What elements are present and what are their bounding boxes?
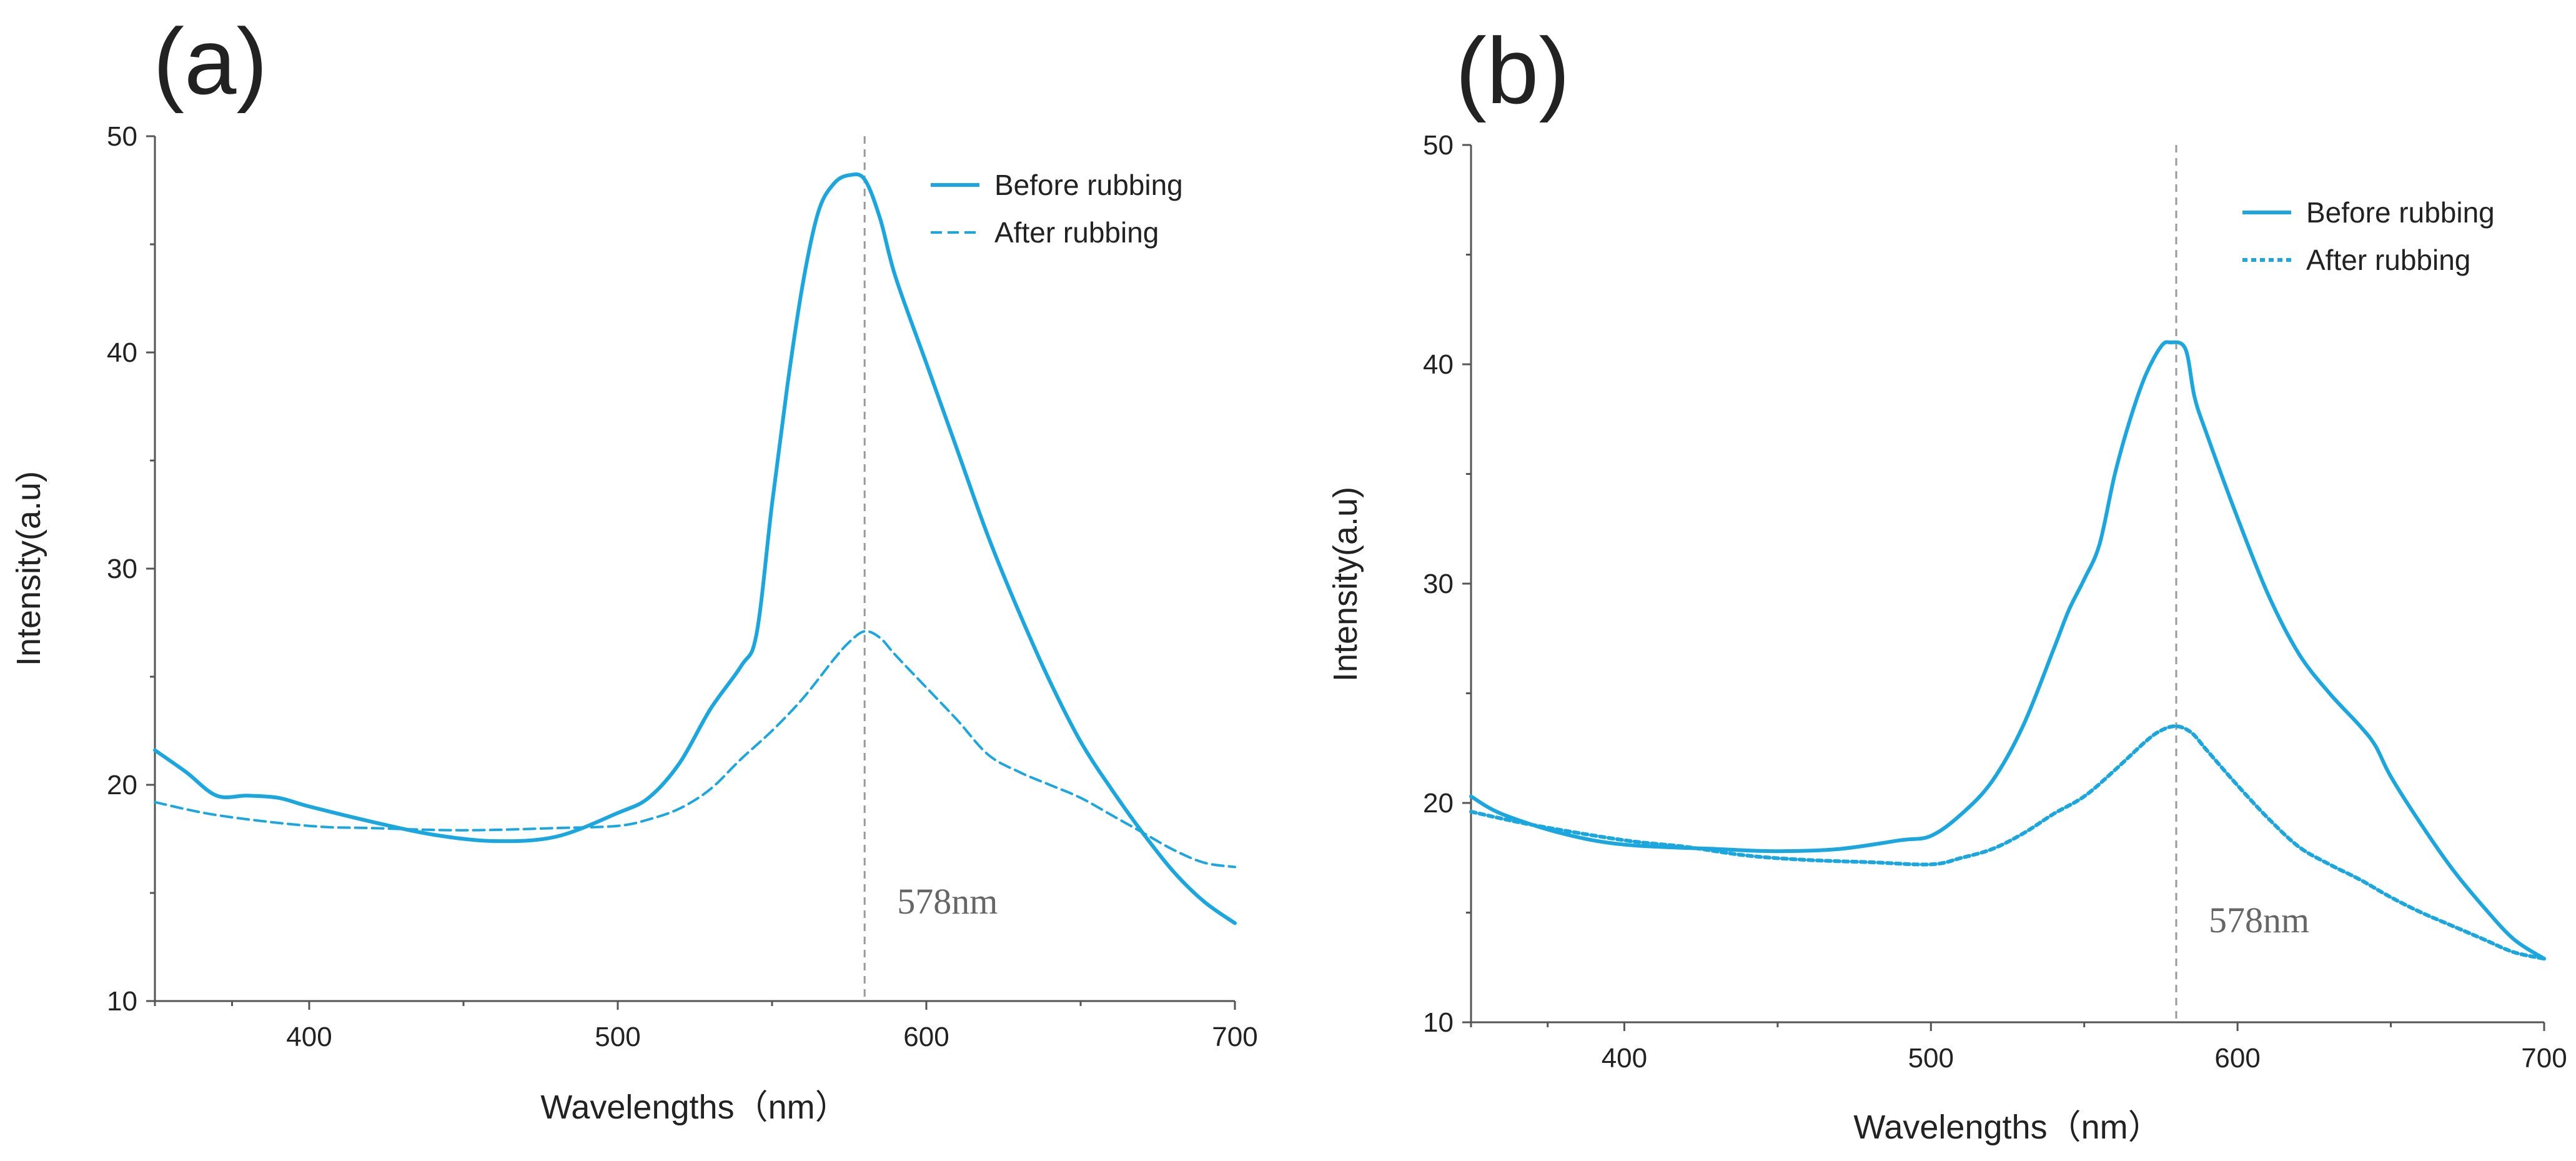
panel-b-label: (b) [1455,18,1570,123]
panel-a-legend: Before rubbing After rubbing [931,169,1183,249]
panel-a-label: (a) [153,9,267,114]
panel-a-x-tick-label: 400 [286,1022,332,1052]
panel-a-series-before-rubbing [153,172,1237,925]
panel-a-x-tick-label: 600 [903,1022,949,1052]
panel-a-y-axis-title: Intensity(a.u) [10,471,47,666]
panel-a-y-tick-label: 30 [107,554,137,584]
panel-b-x-tick-label: 700 [2521,1043,2567,1074]
panel-b-series-before-rubbing [1469,340,2546,961]
panel-b-legend: Before rubbing After rubbing [2242,196,2495,276]
panel-b-x-tick-label: 400 [1602,1043,1647,1074]
panel-a-axes: 10 20 30 40 50 400 500 600 700 [107,121,1258,1052]
panel-a-y-tick-label: 40 [107,337,137,368]
panel-b-y-tick-label: 30 [1423,569,1454,599]
panel-b-y-tick-label: 40 [1423,349,1454,380]
panel-a-legend-label-after: After rubbing [994,216,1159,249]
panel-a-y-tick-label: 10 [107,986,137,1017]
panel-b-y-ticks: 10 20 30 40 50 [1423,130,1471,1038]
panel-b-y-tick-label: 20 [1423,788,1454,819]
panel-a-y-ticks: 10 20 30 40 50 [107,121,155,1017]
panel-b-legend-label-after: After rubbing [2306,244,2470,276]
panel-b-y-axis-title: Intensity(a.u) [1327,487,1364,682]
panel-b-peak-annotation: 578nm [2209,900,2309,940]
panel-a-x-axis-title: Wavelengths（nm） [540,1089,848,1126]
panel-b-series-after-rubbing [1469,724,2546,961]
panel-a-series-after-rubbing [154,630,1236,869]
panel-b-y-tick-label: 10 [1423,1007,1454,1038]
panel-a-legend-label-before: Before rubbing [994,169,1183,201]
panel-b: (b) 10 20 30 40 50 400 500 600 700 578nm Before… [1327,18,2567,1146]
panel-b-legend-label-before: Before rubbing [2306,196,2495,229]
panel-b-x-tick-label: 600 [2214,1043,2260,1074]
panel-b-x-tick-label: 500 [1908,1043,1954,1074]
panel-b-axes: 10 20 30 40 50 400 500 600 700 [1423,130,2567,1074]
panel-a-x-tick-label: 500 [595,1022,640,1052]
panel-b-x-ticks: 400 500 600 700 [1470,1022,2567,1074]
panel-a-x-ticks: 400 500 600 700 [154,1001,1258,1052]
panel-a-y-tick-label: 20 [107,770,137,800]
panel-a: (a) 10 20 30 40 50 400 500 600 700 578nm Before… [10,9,1258,1126]
panel-a-y-tick-label: 50 [107,121,137,152]
panel-b-y-tick-label: 50 [1423,130,1454,161]
panel-a-peak-annotation: 578nm [897,881,998,922]
panel-a-x-tick-label: 700 [1212,1022,1257,1052]
panel-b-x-axis-title: Wavelengths（nm） [1853,1109,2161,1146]
